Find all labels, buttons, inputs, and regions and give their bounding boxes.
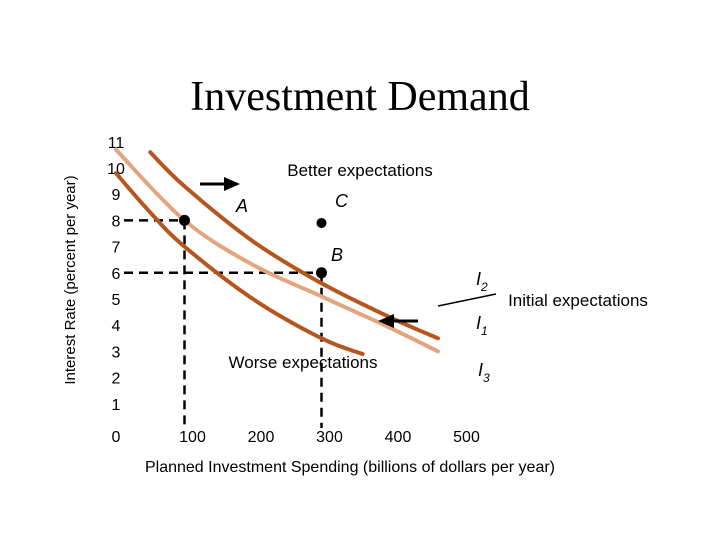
point-c-label: C: [335, 191, 349, 211]
x-tick-label: 100: [179, 429, 206, 446]
x-tick-label: 300: [316, 429, 343, 446]
y-tick-label: 10: [107, 161, 125, 178]
y-tick-label: 2: [112, 371, 121, 388]
demand-curve-i1: [114, 147, 440, 354]
y-tick-label: 6: [112, 266, 121, 283]
x-tick-label: 500: [453, 429, 480, 446]
y-tick-label: 11: [108, 135, 125, 152]
y-tick-label: 4: [112, 318, 121, 335]
point-a-marker: [179, 214, 190, 226]
curve-label-i2: I2: [476, 269, 488, 294]
x-tick-labels: 0 100 200 300 400 500: [112, 429, 480, 446]
point-b-marker: [316, 267, 327, 279]
x-axis-label: Planned Investment Spending (billions of…: [145, 459, 555, 476]
better-expectations-label: Better expectations: [287, 161, 433, 180]
point-a-label: A: [235, 196, 248, 216]
shift-left-arrow: [378, 314, 418, 328]
demand-curve-i3: [114, 171, 365, 356]
initial-expectations-label: Initial expectations: [508, 291, 648, 310]
x-tick-label: 0: [112, 429, 121, 446]
y-tick-label: 3: [112, 344, 121, 361]
curve-label-i3: I3: [478, 360, 490, 385]
y-tick-label: 9: [112, 187, 121, 204]
initial-expectations-pointer: [437, 293, 497, 307]
curve-label-i1: I1: [476, 313, 488, 338]
x-tick-label: 400: [385, 429, 412, 446]
y-axis-label: Interest Rate (percent per year): [62, 175, 79, 384]
worse-expectations-label: Worse expectations: [229, 353, 378, 372]
point-c-marker: [316, 218, 327, 229]
point-b-label: B: [331, 245, 343, 265]
chart-title: Investment Demand: [190, 74, 529, 120]
y-tick-label: 7: [112, 240, 121, 257]
shift-right-arrow: [200, 177, 240, 191]
y-tick-label: 1: [112, 397, 121, 414]
demand-curve-i2: [148, 150, 440, 341]
x-tick-label: 200: [248, 429, 275, 446]
y-tick-label: 8: [112, 213, 121, 230]
y-tick-labels: 1 2 3 4 5 6 7 8 9 10 11: [107, 135, 125, 414]
y-tick-label: 5: [112, 292, 121, 309]
